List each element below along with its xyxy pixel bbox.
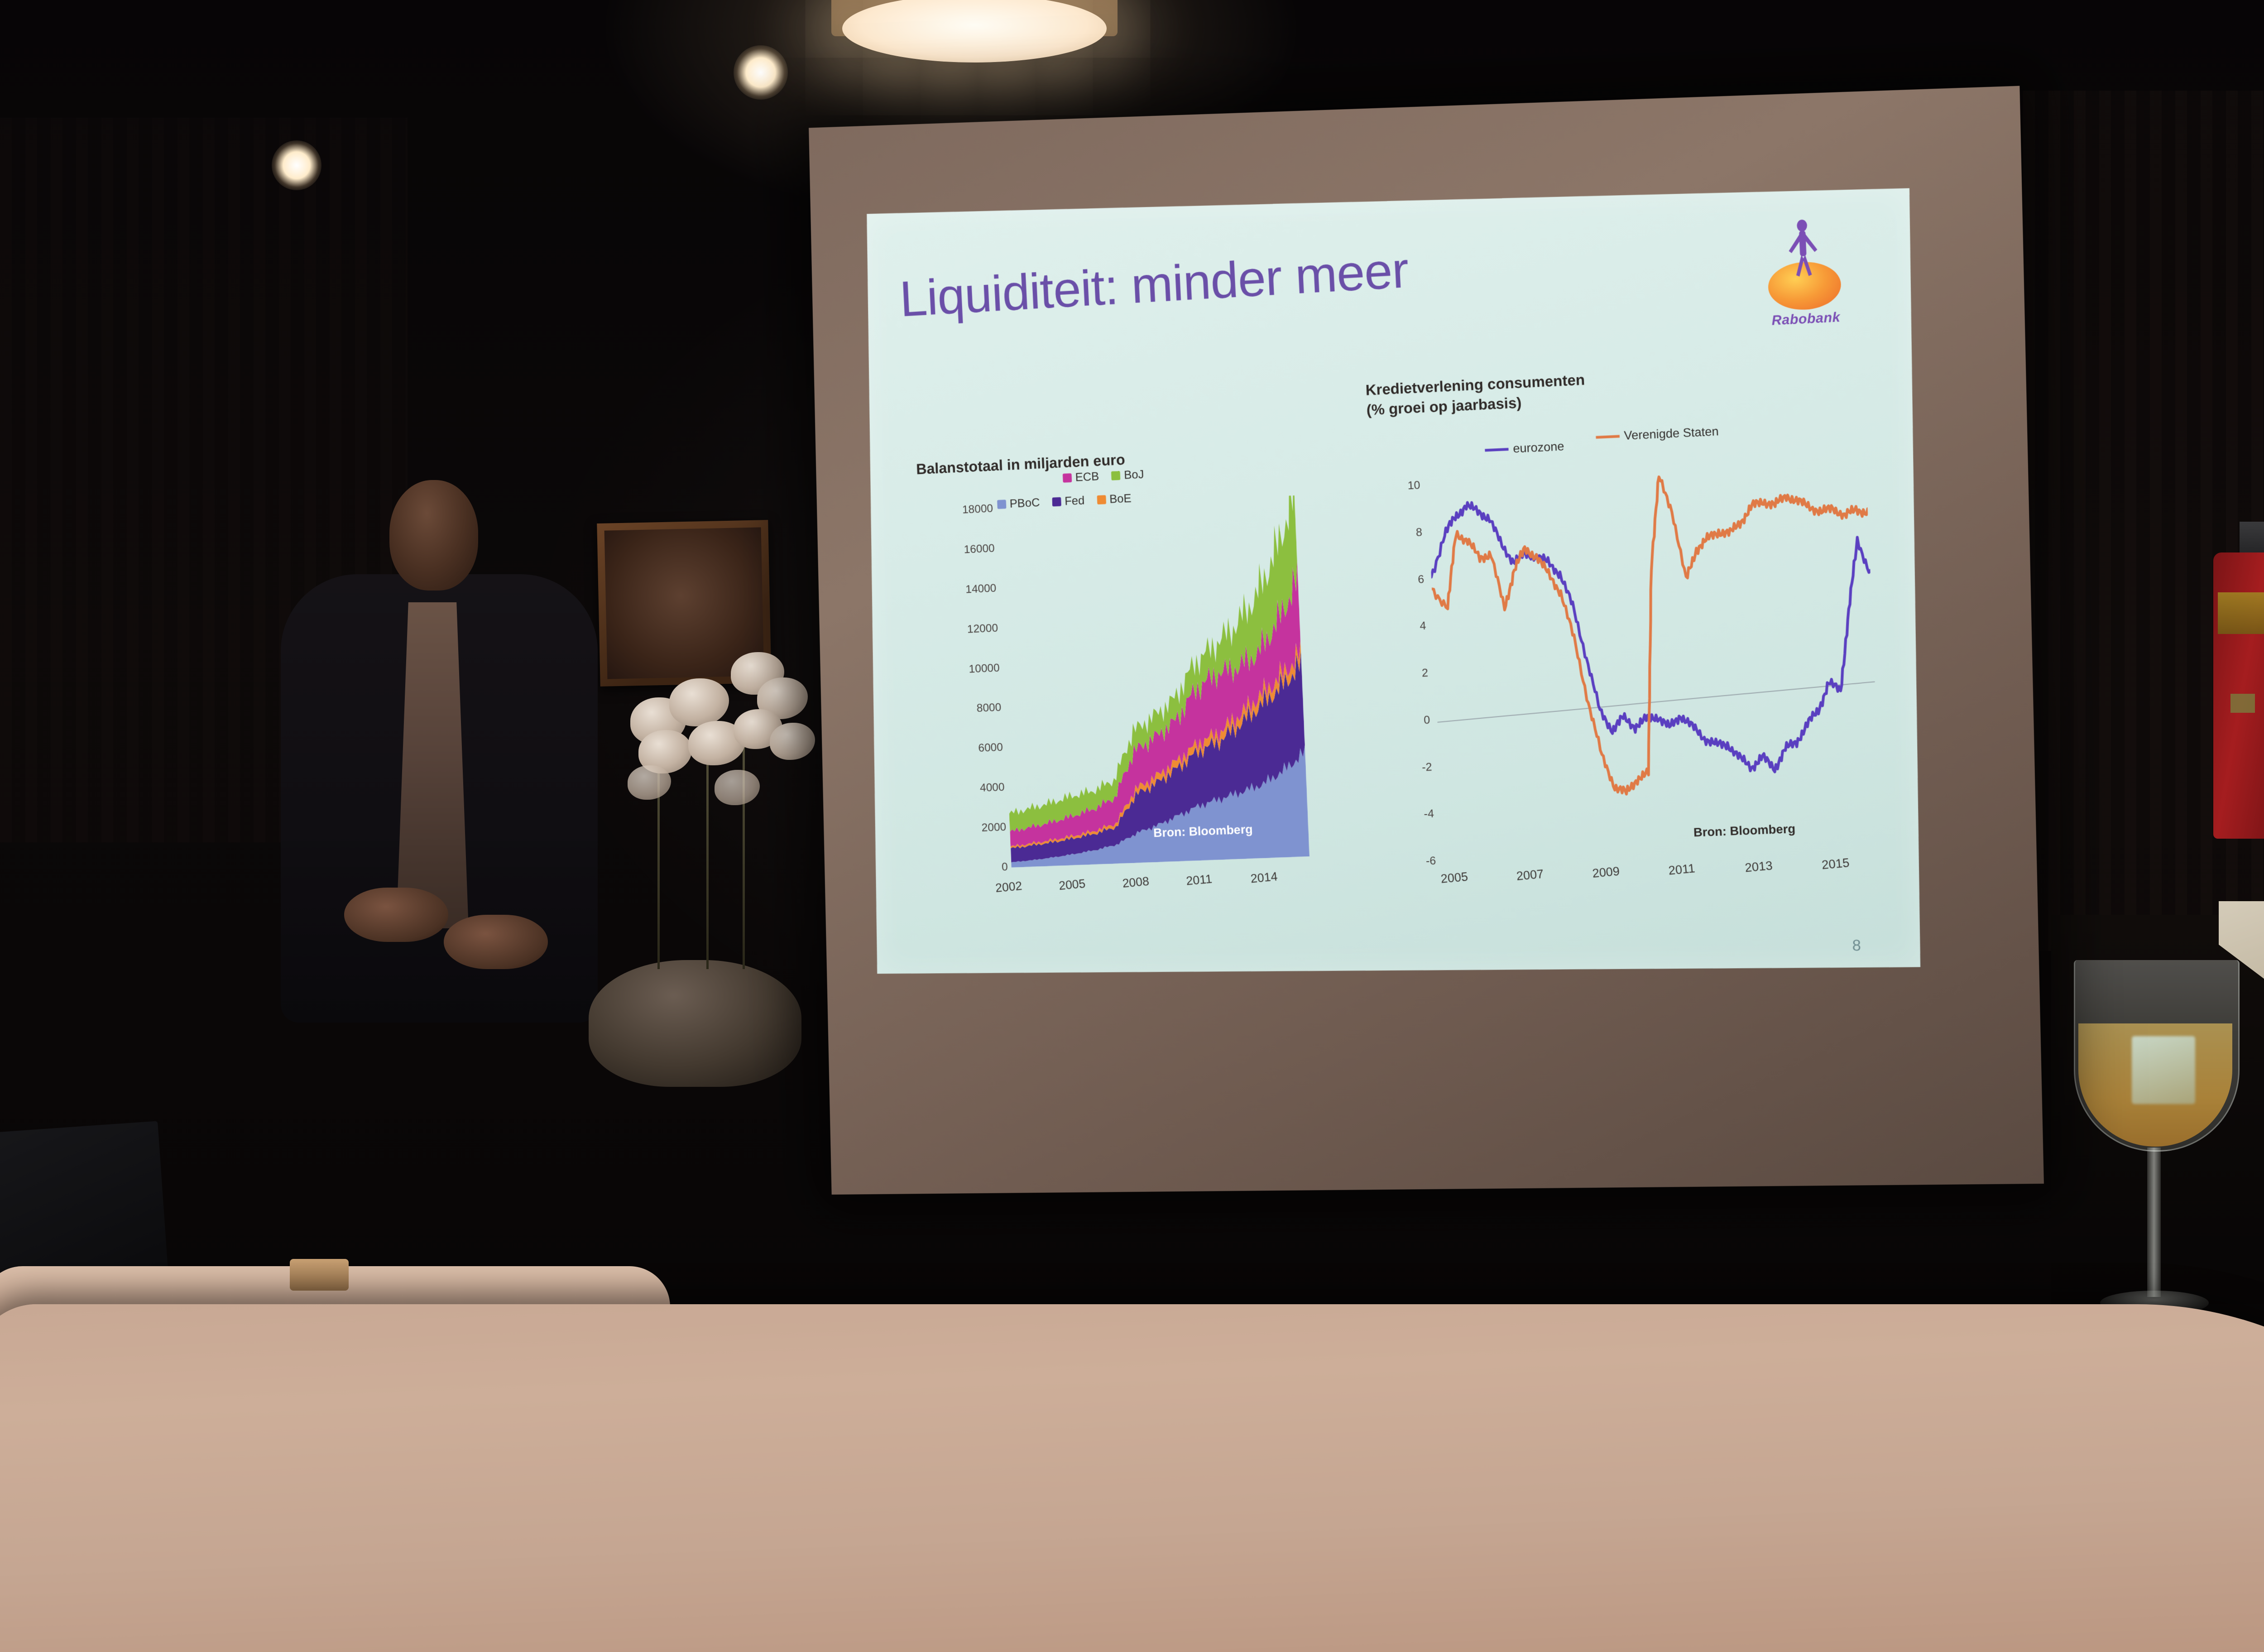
logo-figure-icon bbox=[1788, 219, 1818, 277]
x-tick: 2007 bbox=[1516, 867, 1545, 883]
legend-label-boj: BoJ bbox=[1123, 467, 1144, 482]
x-tick: 2005 bbox=[1058, 876, 1086, 893]
y-tick: -4 bbox=[1424, 807, 1434, 821]
y-tick: 6000 bbox=[978, 741, 1003, 755]
y-tick: 6 bbox=[1417, 572, 1425, 586]
legend-label-eurozone: eurozone bbox=[1512, 439, 1565, 456]
y-tick: -2 bbox=[1421, 760, 1433, 774]
y-tick: 10 bbox=[1407, 479, 1421, 492]
right-chart-legend: eurozone Verenigde Staten bbox=[1485, 424, 1719, 457]
x-tick: 2015 bbox=[1821, 855, 1850, 872]
laptop bbox=[0, 1121, 168, 1284]
x-tick: 2009 bbox=[1592, 864, 1621, 880]
left-chart-plot bbox=[995, 470, 1309, 868]
y-tick: 0 bbox=[1423, 713, 1430, 727]
slide-number: 8 bbox=[1852, 936, 1861, 955]
x-tick: 2011 bbox=[1185, 872, 1213, 888]
y-tick: 4 bbox=[1420, 620, 1427, 633]
y-tick: 8000 bbox=[976, 701, 1002, 715]
y-tick: 0 bbox=[1001, 860, 1008, 874]
legend-swatch-boj bbox=[1111, 471, 1121, 480]
y-tick: 12000 bbox=[967, 621, 998, 636]
x-tick: 2005 bbox=[1440, 869, 1469, 886]
legend-label-verenigde-staten: Verenigde Staten bbox=[1623, 424, 1719, 443]
legend-swatch-boe bbox=[1097, 495, 1106, 504]
y-tick: 14000 bbox=[965, 581, 997, 596]
legend-line-verenigde-staten bbox=[1595, 434, 1620, 439]
spotlight-icon bbox=[272, 140, 321, 190]
y-tick: 10000 bbox=[969, 661, 1000, 675]
y-tick: 16000 bbox=[964, 542, 995, 556]
chart-balance-sheet-total: Balanstotaal in miljarden euro ECB BoJ P… bbox=[916, 442, 1327, 934]
pendant-lamp-icon bbox=[831, 0, 1118, 82]
fire-extinguisher bbox=[2213, 504, 2264, 839]
y-tick: -6 bbox=[1425, 854, 1436, 868]
rabobank-logo: Rabobank bbox=[1753, 216, 1854, 328]
legend-swatch-pboc bbox=[997, 499, 1007, 509]
legend-line-eurozone bbox=[1485, 447, 1509, 451]
legend-label-ecb: ECB bbox=[1075, 469, 1099, 484]
x-tick: 2011 bbox=[1668, 861, 1696, 878]
presenter bbox=[254, 480, 629, 1023]
x-tick: 2002 bbox=[995, 879, 1023, 895]
projection-screen: Liquiditeit: minder meer bbox=[809, 86, 2044, 1195]
x-tick: 2008 bbox=[1122, 874, 1150, 890]
y-tick: 4000 bbox=[979, 781, 1005, 795]
chart-consumer-credit-growth: Kredietverlening consumenten (% groei op… bbox=[1365, 356, 1904, 937]
legend-swatch-ecb bbox=[1062, 473, 1072, 483]
projected-slide: Liquiditeit: minder meer bbox=[867, 188, 1921, 974]
slide-title: Liquiditeit: minder meer bbox=[898, 241, 1410, 327]
x-tick: 2014 bbox=[1250, 869, 1278, 886]
y-tick: 2000 bbox=[981, 821, 1007, 834]
wine-glass bbox=[2065, 960, 2246, 1359]
legend-swatch-fed bbox=[1052, 497, 1061, 507]
y-tick: 8 bbox=[1415, 525, 1423, 539]
y-tick: 2 bbox=[1421, 666, 1429, 680]
x-tick: 2013 bbox=[1744, 858, 1774, 875]
logo-wordmark: Rabobank bbox=[1771, 309, 1841, 328]
y-tick: 18000 bbox=[962, 502, 993, 516]
table-clip bbox=[290, 1259, 349, 1291]
spotlight-icon bbox=[734, 45, 788, 100]
foreground-table bbox=[0, 1304, 2264, 1652]
right-chart-plot bbox=[1428, 466, 1882, 861]
